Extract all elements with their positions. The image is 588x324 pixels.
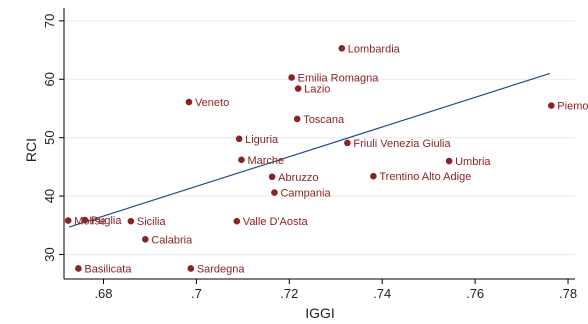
x-tick-label: .78 bbox=[559, 286, 577, 301]
x-tick-label: .7 bbox=[191, 286, 202, 301]
y-axis-ticks: 30 40 50 60 70 bbox=[42, 14, 64, 262]
data-point bbox=[64, 217, 72, 224]
data-point bbox=[294, 85, 302, 92]
x-tick-label: .74 bbox=[373, 286, 391, 301]
point-label: Veneto bbox=[195, 97, 229, 109]
gridlines bbox=[64, 20, 575, 255]
x-tick-label: .72 bbox=[280, 286, 298, 301]
data-point bbox=[271, 189, 278, 196]
x-tick-label: .68 bbox=[94, 286, 112, 301]
point-label: Piemonte bbox=[557, 101, 588, 113]
x-tick-label: .76 bbox=[466, 286, 484, 301]
y-tick-label: 40 bbox=[42, 189, 57, 203]
data-point bbox=[235, 135, 243, 143]
point-label: Sardegna bbox=[197, 263, 246, 275]
data-point bbox=[185, 98, 193, 106]
x-axis-ticks: .68 .7 .72 .74 .76 .78 bbox=[94, 279, 577, 301]
point-label: Campania bbox=[280, 188, 331, 200]
y-tick-label: 30 bbox=[42, 247, 57, 261]
fit-line bbox=[68, 72, 551, 228]
fit-line-group bbox=[68, 72, 551, 228]
data-point bbox=[548, 102, 555, 109]
data-point bbox=[370, 172, 377, 180]
axes bbox=[63, 8, 575, 280]
point-label: Umbria bbox=[455, 156, 491, 168]
data-point bbox=[445, 157, 453, 165]
data-point bbox=[127, 217, 135, 225]
point-label: Calabria bbox=[151, 234, 193, 246]
y-axis-title: RCI bbox=[23, 138, 39, 162]
data-point bbox=[288, 74, 295, 81]
data-point bbox=[344, 139, 351, 147]
point-label: Lombardia bbox=[348, 43, 401, 55]
data-point bbox=[268, 173, 276, 181]
point-label: Lazio bbox=[304, 84, 330, 96]
point-label: Basilicata bbox=[84, 263, 132, 275]
point-label: Liguria bbox=[245, 134, 279, 146]
data-point bbox=[141, 235, 149, 243]
data-point bbox=[81, 216, 89, 224]
data-point bbox=[187, 265, 195, 272]
point-label: Valle D'Aosta bbox=[243, 216, 309, 228]
point-label: Toscana bbox=[303, 114, 345, 126]
y-tick-label: 70 bbox=[42, 14, 57, 28]
point-label: Friuli Venezia Giulia bbox=[353, 138, 451, 150]
data-point bbox=[75, 265, 82, 272]
point-label: Abruzzo bbox=[278, 172, 318, 184]
point-label: Trentino Alto Adige bbox=[379, 171, 471, 183]
data-point bbox=[293, 115, 301, 123]
point-label: Sicilia bbox=[137, 216, 167, 228]
data-point bbox=[238, 156, 245, 164]
y-tick-label: 60 bbox=[42, 72, 57, 86]
data-point bbox=[233, 217, 241, 225]
point-label: Emilia Romagna bbox=[298, 73, 380, 85]
point-label: Puglia bbox=[91, 215, 122, 227]
x-axis-title: IGGI bbox=[305, 305, 335, 321]
y-tick-label: 50 bbox=[42, 130, 57, 144]
point-label: Marche bbox=[247, 155, 284, 167]
data-point bbox=[338, 44, 346, 52]
